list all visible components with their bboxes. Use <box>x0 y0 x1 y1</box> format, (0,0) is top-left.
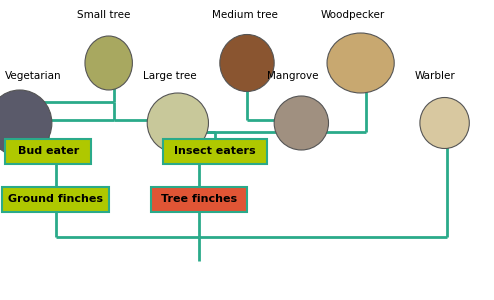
FancyBboxPatch shape <box>5 139 91 164</box>
Text: Woodpecker: Woodpecker <box>321 10 385 20</box>
Ellipse shape <box>420 98 469 148</box>
Ellipse shape <box>220 34 274 92</box>
Text: Bud eater: Bud eater <box>18 146 79 156</box>
Text: Medium tree: Medium tree <box>212 10 278 20</box>
Ellipse shape <box>327 33 394 93</box>
FancyBboxPatch shape <box>2 187 109 212</box>
Text: Small tree: Small tree <box>77 10 130 20</box>
Text: Tree finches: Tree finches <box>161 194 237 204</box>
Ellipse shape <box>0 90 52 156</box>
Text: Mangrove: Mangrove <box>267 71 318 81</box>
Ellipse shape <box>274 96 329 150</box>
Text: Insect eaters: Insect eaters <box>174 146 256 156</box>
Ellipse shape <box>147 93 208 153</box>
Text: Ground finches: Ground finches <box>8 194 103 204</box>
Text: Warbler: Warbler <box>415 71 455 81</box>
FancyBboxPatch shape <box>163 139 267 164</box>
Ellipse shape <box>85 36 132 90</box>
Text: Vegetarian: Vegetarian <box>5 71 62 81</box>
FancyBboxPatch shape <box>151 187 247 212</box>
Text: Large tree: Large tree <box>143 71 197 81</box>
